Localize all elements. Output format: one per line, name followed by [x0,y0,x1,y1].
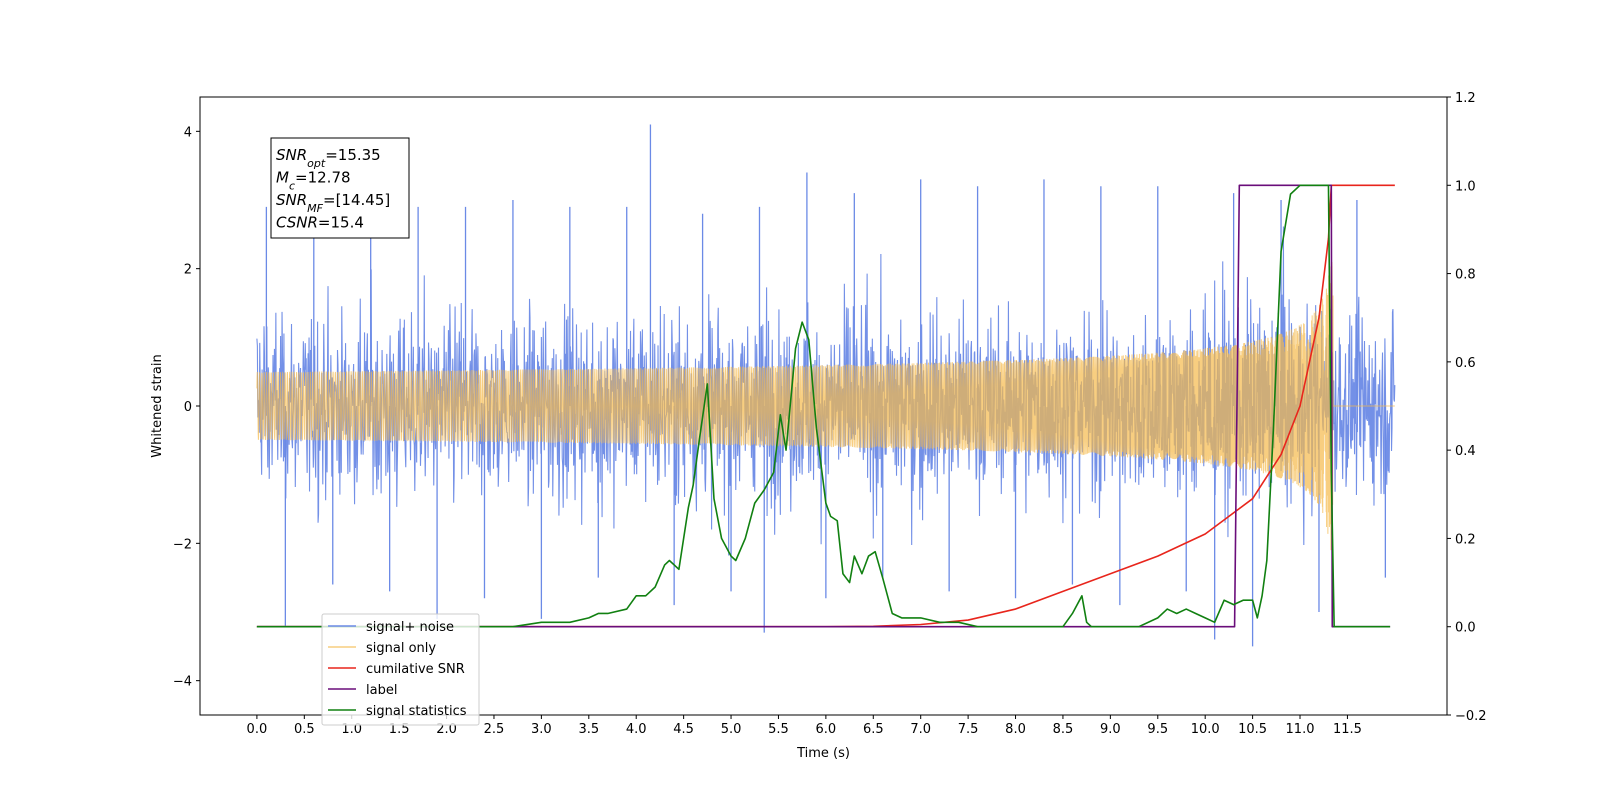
x-tick-label: 1.0 [341,722,362,737]
legend-label: cumilative SNR [366,662,465,677]
y2-tick-label: −0.2 [1455,709,1487,724]
series-signal-statistics [256,184,1391,628]
legend: signal+ noise signal only cumilative SNR la… [321,613,480,726]
x-tick-label: 3.5 [578,722,599,737]
x-tick-label: 8.5 [1053,722,1074,737]
x-tick-label: 8.0 [1005,722,1026,737]
y2-tick-label: 1.2 [1455,91,1476,106]
x-tick-label: 5.0 [721,722,742,737]
annotation-box: SNRopt=15.35Mc=12.78SNRMF=[14.45]CSNR=15… [270,137,410,239]
annotation-line: CSNR=15.4 [276,214,364,232]
x-tick-label: 11.5 [1333,722,1362,737]
x-tick-label: 10.5 [1238,722,1267,737]
x-tick-label: 3.0 [531,722,552,737]
x-tick-label: 9.5 [1147,722,1168,737]
y-tick-label: 4 [184,125,192,140]
x-tick-label: 7.0 [910,722,931,737]
y2-tick-label: 0.8 [1455,268,1476,283]
y-axis-label: Whitened strain [150,354,165,457]
x-tick-label: 4.5 [673,722,694,737]
series-signal-noise-spikes [265,124,1387,647]
x-tick-label: 6.0 [816,722,837,737]
x-axis-label: Time (s) [796,746,850,761]
x-tick-label: 0.5 [294,722,315,737]
legend-label: signal only [366,641,436,656]
x-tick-label: 5.5 [768,722,789,737]
y-tick-label: 0 [184,400,192,415]
annotation-line: Mc=12.78 [276,169,351,193]
y2-tick-label: 0.0 [1455,621,1476,636]
x-tick-label: 2.5 [484,722,505,737]
annotation-frame [270,137,410,239]
legend-label: signal statistics [366,704,467,719]
series-signal-only [256,261,1395,551]
x-tick-label: 4.0 [626,722,647,737]
legend-frame [321,613,480,726]
y-tick-label: −4 [173,675,192,690]
x-tick-label: 7.5 [958,722,979,737]
x-axis: 0.0 0.5 1.0 1.5 2.0 2.5 3.0 3.5 4.0 4.5 5.0 5.5 6.0 6… [247,715,1362,737]
x-tick-label: 1.5 [389,722,410,737]
y-axis-left: 4 2 0 −2 −4 [173,125,200,690]
x-tick-label: 0.0 [247,722,268,737]
annotation-line: SNRopt=15.35 [276,146,381,170]
x-tick-label: 6.5 [863,722,884,737]
x-tick-label: 10.0 [1191,722,1220,737]
series-cumilative-snr [256,184,1395,628]
y-tick-label: −2 [173,537,192,552]
plot-area [256,124,1396,647]
y2-tick-label: 0.4 [1455,444,1476,459]
y2-tick-label: 0.6 [1455,356,1476,371]
y2-tick-label: 1.0 [1455,179,1476,194]
legend-label: signal+ noise [366,620,454,635]
x-tick-label: 9.0 [1100,722,1121,737]
y-axis-right: 1.2 1.0 0.8 0.6 0.4 0.2 0.0 −0.2 [1447,91,1487,724]
x-tick-label: 2.0 [436,722,457,737]
y2-tick-label: 0.2 [1455,532,1476,547]
y-tick-label: 2 [184,263,192,278]
x-tick-label: 11.0 [1286,722,1315,737]
legend-label: label [366,683,397,698]
annotation-line: SNRMF=[14.45] [276,191,390,215]
